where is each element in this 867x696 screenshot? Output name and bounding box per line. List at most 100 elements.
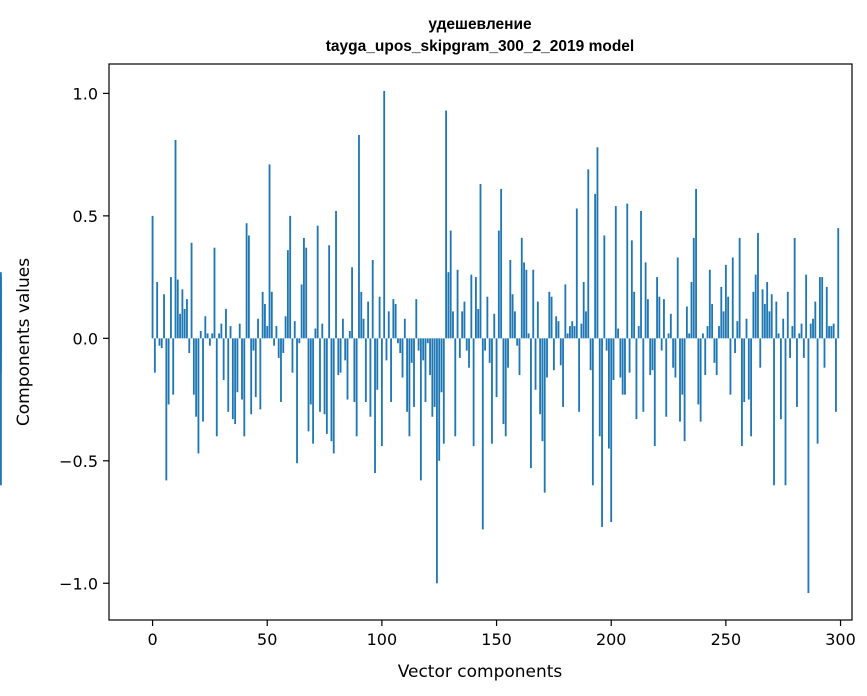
bar [564,284,567,339]
bar [472,338,475,447]
bar [596,147,599,339]
bar [202,338,204,422]
bar [339,338,342,373]
bar [319,338,321,412]
bar [307,338,310,432]
bar [369,338,372,417]
bar [392,299,395,339]
bar [724,264,727,339]
y-tick-label: −1.0 [59,574,98,593]
y-tick-label: −0.5 [59,452,98,471]
x-axis-label: Vector components [398,662,563,682]
bar [812,318,814,339]
bar [562,338,564,407]
x-tick-label: 150 [481,630,512,649]
bar [419,338,422,481]
bar [0,338,2,486]
bar [642,338,645,412]
bar [172,338,175,395]
bar [573,326,576,339]
bar [640,210,642,339]
bar [552,338,555,371]
bar [692,237,695,339]
bar [179,313,181,339]
bar [656,277,658,339]
bar [715,338,718,376]
bar [332,338,335,454]
bar [330,338,333,442]
bar [399,338,402,354]
bar [192,338,195,395]
bar [651,338,654,371]
bar [397,338,399,344]
bar [229,326,232,339]
bar [211,333,214,339]
bar [488,338,491,363]
bar [415,299,418,339]
bar [360,291,363,339]
bar [770,294,773,339]
bar [548,291,551,339]
bar [293,321,296,339]
bar [828,326,830,339]
bar [252,338,255,351]
bar [245,223,248,339]
bar [649,338,652,376]
bar [727,296,730,339]
bar [284,316,287,339]
bar [527,333,530,339]
bar [380,338,383,447]
bar [190,242,193,339]
bar [367,301,370,339]
bar [215,338,218,437]
bar [0,338,2,354]
bar [509,259,512,339]
bar [438,338,441,461]
plot-frame [108,63,853,621]
bar [170,277,172,339]
bar [227,338,230,412]
bar [250,338,253,415]
bar [798,333,801,339]
x-tick-label: 300 [825,630,856,649]
bar [362,318,365,339]
bar [493,313,496,339]
bar [376,338,379,390]
bar [575,208,578,339]
bar [309,338,312,405]
bar [463,301,466,339]
bar [442,338,445,444]
bar [282,338,285,354]
bar [830,326,833,339]
bar [247,235,250,339]
bar [546,338,548,378]
chart-title: удешевление [428,16,532,33]
bar [254,338,257,398]
bar [539,338,542,415]
bar [702,333,704,339]
bar [413,338,415,407]
bar [156,281,159,339]
bar [241,338,243,400]
bar [734,338,736,354]
bar [580,323,583,339]
bar [477,308,480,339]
bar [261,291,264,339]
bar [186,299,188,339]
bar [667,333,670,339]
bar [486,296,489,339]
bar [225,308,227,339]
bar [541,338,544,442]
bar [197,338,200,454]
bar [784,338,787,486]
bar [504,338,507,437]
bar [598,338,601,437]
bar [679,338,681,422]
bar [206,333,209,339]
bar [236,338,239,393]
bar [348,330,351,339]
bar [374,338,376,474]
bar [591,338,594,486]
bar [695,188,697,339]
bar [768,311,771,339]
